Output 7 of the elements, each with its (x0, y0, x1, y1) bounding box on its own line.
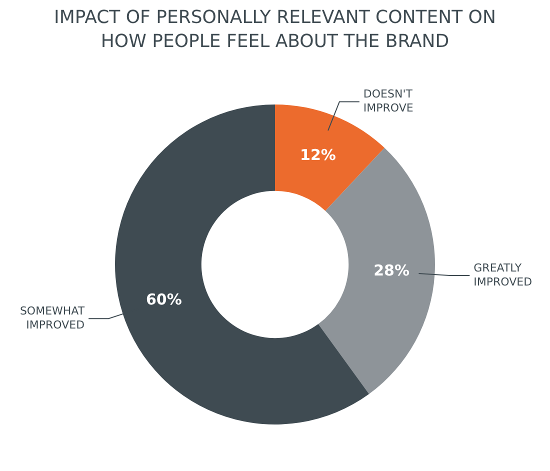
slice-label: SOMEWHAT IMPROVED (20, 304, 85, 332)
data-label: 28% (374, 262, 410, 280)
slice-label: GREATLY IMPROVED (474, 261, 532, 288)
chart-title: IMPACT OF PERSONALLY RELEVANT CONTENT ON HOW PEOPLE FEEL ABOUT THE BRAND (53, 6, 497, 54)
data-label: 12% (300, 146, 336, 164)
slice-label: DOESN'T IMPROVE (363, 88, 414, 115)
data-label: 60% (146, 290, 182, 308)
